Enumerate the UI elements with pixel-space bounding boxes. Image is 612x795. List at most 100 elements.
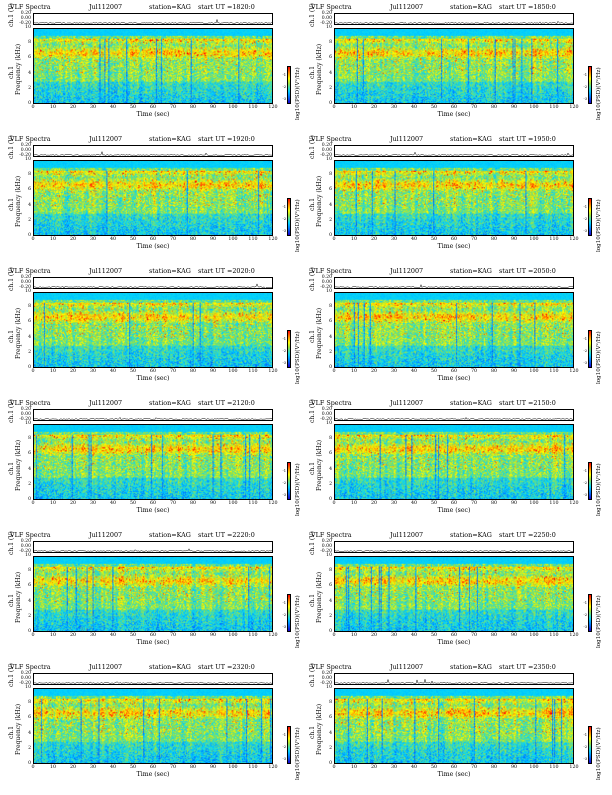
spec-channel-label: ch.1 [8, 594, 15, 607]
time-xtick-label: 100 [529, 501, 539, 506]
time-series-svg [34, 548, 272, 552]
freq-ytick-label: 8 [28, 700, 31, 706]
ut-value: 2220:0 [232, 531, 255, 539]
freq-ytick-label: 0 [28, 365, 31, 370]
colorbar [287, 330, 291, 368]
station-label: station=KAG [149, 531, 191, 539]
ts-ytick-label: 0.20 [20, 671, 31, 676]
frequency-axis-label: Frequency (kHz) [316, 703, 323, 755]
colorbar [588, 726, 592, 764]
spectrogram-image [33, 556, 273, 632]
freq-ytick-label: 0 [329, 101, 332, 106]
time-xtick-label: 30 [390, 237, 398, 242]
time-xtick-label: 20 [370, 765, 378, 770]
spectrogram-canvas [335, 293, 573, 367]
time-xtick-label: 80 [490, 765, 498, 770]
time-xtick-label: 40 [109, 765, 117, 770]
ut-value: 2320:0 [232, 663, 255, 671]
freq-ytick-label: 8 [329, 436, 332, 442]
freq-ytick-label: 6 [329, 715, 332, 721]
panel-title: VLF Spectra Jul112007 station=KAG start UT … [6, 399, 306, 409]
freq-ytick-label: 2 [329, 745, 332, 751]
colorbar-tick-label: -2 [282, 745, 286, 749]
time-xtick-label: 90 [209, 369, 217, 374]
panel-title: VLF Spectra Jul112007 station=KAG start UT … [307, 531, 607, 541]
time-xtick-label: 0 [332, 633, 336, 638]
time-axis-label: Time (sec) [136, 507, 170, 514]
start-ut-label: start UT =2020:0 [198, 267, 255, 275]
time-series-line [335, 151, 573, 156]
time-xtick-label: 50 [430, 501, 438, 506]
colorbar-tick-label: -1 [583, 205, 587, 209]
time-xtick-label: 70 [169, 237, 177, 242]
spec-channel-label: ch.1 [8, 66, 15, 79]
freq-ytick-label: 10 [326, 25, 332, 30]
freq-ytick-label: 2 [28, 481, 31, 487]
time-xtick-label: 90 [209, 501, 217, 506]
ut-value: 2150:0 [533, 399, 556, 407]
ts-ylabel: ch.1 (V) [309, 399, 316, 423]
time-xtick-label: 20 [69, 501, 77, 506]
time-xtick-label: 110 [248, 237, 258, 242]
start-ut-label: start UT =2250:0 [499, 531, 556, 539]
time-xtick-label: 60 [149, 501, 157, 506]
time-xtick-label: 80 [189, 633, 197, 638]
ts-ytick-label: -0.20 [19, 153, 31, 158]
time-xtick-label: 100 [228, 633, 238, 638]
time-xtick-label: 30 [390, 765, 398, 770]
time-xtick-label: 70 [169, 369, 177, 374]
date-label: Jul112007 [390, 399, 424, 407]
colorbar-tick-label: -1 [282, 469, 286, 473]
start-ut-label: start UT =2050:0 [499, 267, 556, 275]
spectrogram-canvas [335, 425, 573, 499]
colorbar-tick-label: -1 [583, 337, 587, 341]
time-xtick-label: 70 [169, 765, 177, 770]
spectrogram-image [33, 160, 273, 236]
time-xtick-label: 80 [189, 105, 197, 110]
ts-ytick-label: 0.00 [321, 148, 332, 153]
spectrogram-panel: VLF Spectra Jul112007 station=KAG start UT … [6, 399, 306, 531]
title-label: VLF Spectra [311, 135, 352, 143]
colorbar-label: log10(PSD)(V²/Hz) [295, 331, 301, 384]
time-xtick-label: 50 [430, 369, 438, 374]
freq-ytick-label: 4 [28, 598, 31, 604]
time-xtick-label: 70 [470, 105, 478, 110]
spec-channel-label: ch.1 [309, 198, 316, 211]
freq-ytick-label: 10 [326, 289, 332, 294]
ts-ytick-label: 0.20 [20, 407, 31, 412]
freq-ytick-label: 8 [329, 40, 332, 46]
freq-ytick-label: 0 [28, 629, 31, 634]
spectrogram-canvas [34, 161, 272, 235]
colorbar-tick-label: -2 [583, 85, 587, 89]
spectrogram-panel: VLF Spectra Jul112007 station=KAG start UT … [6, 663, 306, 795]
ut-value: 2250:0 [533, 531, 556, 539]
colorbar-tick-label: -3 [282, 97, 286, 101]
freq-ytick-label: 4 [28, 466, 31, 472]
colorbar-label: log10(PSD)(V²/Hz) [596, 199, 602, 252]
time-series-plot [33, 277, 273, 289]
time-axis-label: Time (sec) [437, 507, 471, 514]
ut-prefix: start UT = [499, 531, 534, 539]
time-xtick-label: 50 [129, 369, 137, 374]
colorbar-tick-label: -1 [282, 733, 286, 737]
time-xtick-label: 10 [350, 765, 358, 770]
colorbar [287, 594, 291, 632]
start-ut-label: start UT =2350:0 [499, 663, 556, 671]
spec-channel-label: ch.1 [8, 198, 15, 211]
time-xtick-label: 30 [89, 237, 97, 242]
colorbar-label: log10(PSD)(V²/Hz) [596, 331, 602, 384]
spectrogram-panel: VLF Spectra Jul112007 station=KAG start UT … [307, 663, 607, 795]
time-xtick-label: 80 [490, 369, 498, 374]
freq-ytick-label: 10 [326, 685, 332, 690]
panel-title: VLF Spectra Jul112007 station=KAG start UT … [307, 267, 607, 277]
time-series-svg [34, 416, 272, 420]
ts-ylabel: ch.1 (V) [8, 663, 15, 687]
spectrogram-image [33, 292, 273, 368]
panel-title: VLF Spectra Jul112007 station=KAG start UT … [307, 3, 607, 13]
colorbar [588, 330, 592, 368]
time-xtick-label: 120 [569, 105, 579, 110]
freq-ytick-label: 8 [329, 700, 332, 706]
time-series-svg [34, 150, 272, 156]
time-xtick-label: 90 [209, 765, 217, 770]
ut-value: 1850:0 [533, 3, 556, 11]
